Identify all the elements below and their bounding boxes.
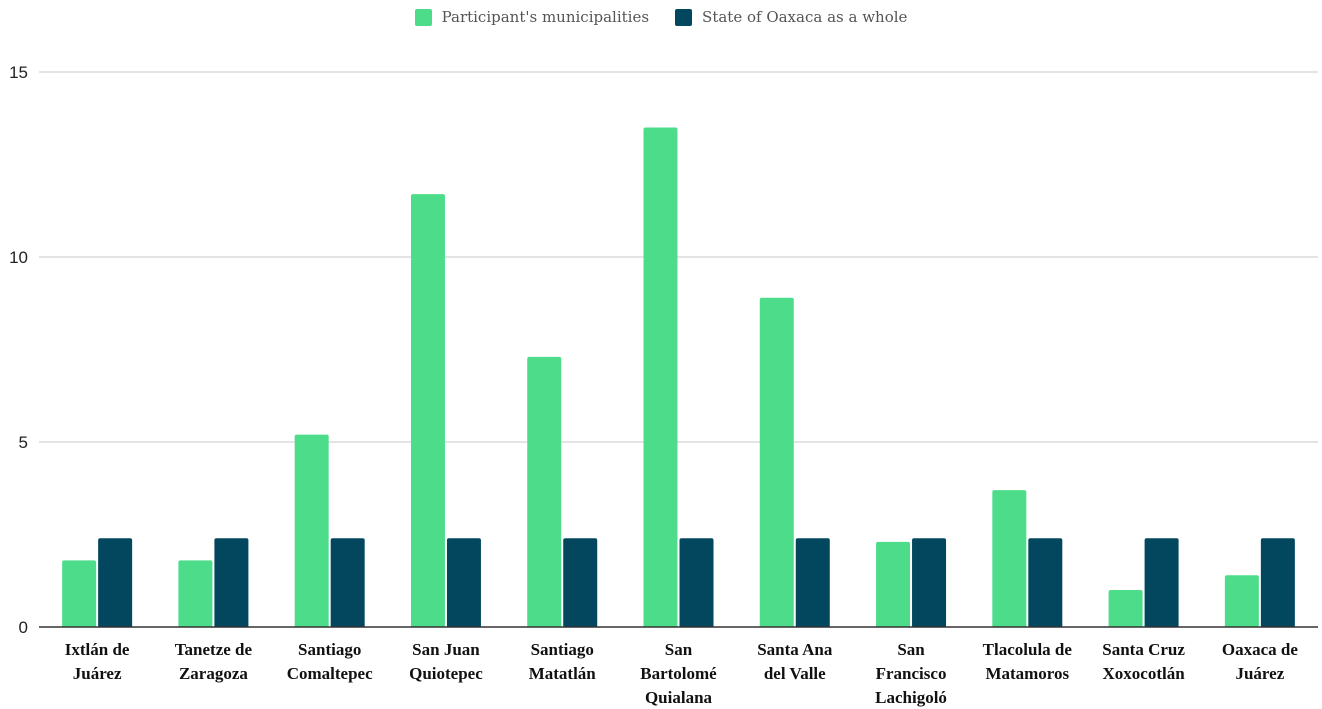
y-tick-label: 15 xyxy=(9,63,28,82)
chart-legend: Participant's municipalities State of Oa… xyxy=(0,8,1322,26)
x-tick-label: Santa Ana del Valle xyxy=(757,640,833,683)
bar xyxy=(1108,590,1143,627)
legend-swatch xyxy=(675,8,693,26)
x-tick-label: Santiago Matatlán xyxy=(529,640,597,683)
bar xyxy=(759,297,794,627)
legend-label: Participant's municipalities xyxy=(441,8,650,26)
bar xyxy=(1144,538,1179,627)
x-tick-label: Santa Cruz Xoxocotlán xyxy=(1102,640,1185,683)
x-tick-label: Santiago Comaltepec xyxy=(287,640,373,683)
y-tick-label: 10 xyxy=(9,248,28,267)
bar xyxy=(563,538,598,627)
bar xyxy=(294,434,329,627)
bar xyxy=(527,356,562,627)
x-tick-label: Tlacolula de Matamoros xyxy=(983,640,1073,683)
bar xyxy=(876,541,911,627)
bar xyxy=(679,538,714,627)
legend-item-series-1[interactable]: Participant's municipalities xyxy=(414,8,650,26)
bar xyxy=(62,560,97,627)
legend-label: State of Oaxaca as a whole xyxy=(702,8,908,26)
bar xyxy=(643,127,678,627)
x-tick-label: San Francisco Lachigoló xyxy=(875,640,947,707)
x-tick-label: San Bartolomé Quialana xyxy=(640,640,717,707)
bar xyxy=(1224,575,1259,627)
bar xyxy=(410,194,445,627)
x-tick-label: Tanetze de Zaragoza xyxy=(175,640,253,683)
bar xyxy=(992,490,1027,627)
x-tick-label: Ixtlán de Juárez xyxy=(65,640,130,683)
legend-item-series-2[interactable]: State of Oaxaca as a whole xyxy=(675,8,907,26)
x-tick-label: San Juan Quiotepec xyxy=(409,640,483,683)
bar xyxy=(330,538,365,627)
bar xyxy=(178,560,213,627)
legend-swatch xyxy=(414,8,432,26)
x-tick-label: Oaxaca de Juárez xyxy=(1222,640,1298,683)
y-tick-label: 5 xyxy=(19,433,28,452)
bar xyxy=(1260,538,1295,627)
bar xyxy=(214,538,249,627)
bar xyxy=(446,538,481,627)
y-tick-label: 0 xyxy=(19,618,28,637)
bar xyxy=(795,538,830,627)
bar xyxy=(98,538,133,627)
bar xyxy=(1028,538,1063,627)
bar xyxy=(912,538,947,627)
